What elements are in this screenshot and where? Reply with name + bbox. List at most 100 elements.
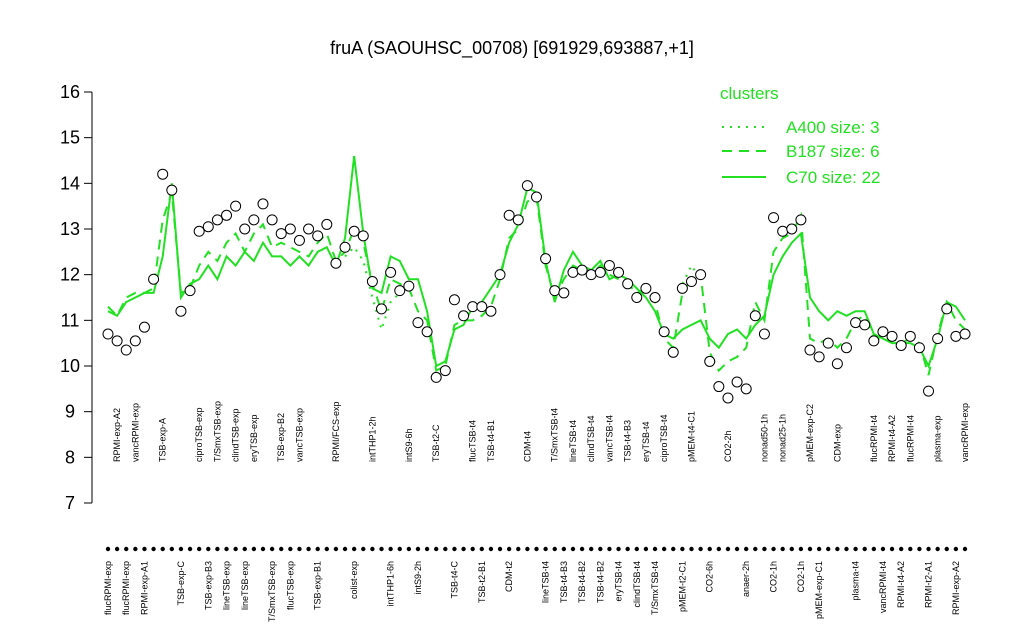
- point: [886, 330, 898, 342]
- point: [321, 218, 333, 230]
- point: [230, 200, 242, 212]
- rug-dot: [187, 546, 193, 552]
- rug-dot: [908, 546, 913, 552]
- x-tick-label: CO2-2h: [723, 430, 733, 462]
- rug-dot: [598, 546, 603, 552]
- rug-dot: [643, 546, 649, 552]
- point: [275, 228, 287, 240]
- point: [303, 223, 315, 235]
- rug-dot: [771, 546, 776, 552]
- y-tick-label: 15: [60, 128, 80, 148]
- point: [448, 294, 460, 306]
- rug-dot: [424, 546, 430, 552]
- rug-dot: [260, 546, 266, 552]
- x-tick-label: TSB-t4-B3: [559, 561, 569, 603]
- rug-dot: [397, 546, 402, 552]
- rug-dot: [488, 546, 494, 552]
- x-tick-label: T/SmxTSB-t4: [550, 408, 560, 462]
- rug-dot: [807, 546, 813, 552]
- rug-dot: [406, 546, 412, 552]
- rug-dot: [342, 546, 348, 552]
- point: [129, 335, 141, 347]
- x-tick-label: RPMI-exp-A2: [112, 408, 122, 462]
- rug-dot: [388, 546, 393, 552]
- cluster-line: [107, 155, 966, 369]
- rug-dot: [443, 546, 448, 552]
- rug-dot: [634, 546, 639, 552]
- x-tick-label: intTHP1-6h: [386, 561, 396, 607]
- rug-dot: [124, 546, 129, 552]
- x-tick-label: intS9-6h: [404, 428, 414, 462]
- rug-dot: [944, 546, 949, 552]
- rug-dot: [279, 546, 284, 552]
- rug-dot: [361, 546, 366, 552]
- point: [923, 385, 935, 397]
- x-tick-label: TSB-t2-C: [431, 424, 441, 462]
- point: [749, 310, 761, 322]
- x-tick-label: nonad25-1h: [778, 414, 788, 462]
- rug-dot: [889, 546, 895, 552]
- x-tick-label: TSB-t4-C: [449, 561, 459, 599]
- point: [640, 282, 652, 294]
- x-tick-label: TSB-exp-B2: [276, 413, 286, 462]
- x-tick-label: TSB-t4-B2: [595, 561, 605, 603]
- x-tick-label: T/SmxTSB-t4: [650, 561, 660, 615]
- point: [603, 260, 615, 272]
- x-tick-label: CDM-t2: [504, 561, 514, 592]
- point: [184, 285, 196, 297]
- rug-dot: [762, 546, 767, 552]
- x-tick-label: TSB-exp-A: [158, 418, 168, 462]
- point: [293, 234, 305, 246]
- point: [950, 330, 962, 342]
- x-tick-label: TSB-exp-B1: [313, 561, 323, 610]
- point: [631, 292, 643, 303]
- y-tick-label: 9: [65, 402, 75, 422]
- x-tick-label: intS9-2h: [413, 561, 423, 595]
- point: [412, 317, 424, 329]
- point: [421, 326, 433, 338]
- x-tick-label: RPMI/FCS-exp: [331, 401, 341, 462]
- x-tick-label: lineTSB-exp: [222, 561, 232, 610]
- point: [731, 376, 743, 388]
- point: [795, 214, 807, 226]
- point: [430, 371, 442, 383]
- x-tick-label: vancRPMI-exp: [960, 403, 970, 462]
- point: [531, 191, 542, 203]
- point: [859, 319, 871, 331]
- rug-dot: [671, 546, 676, 552]
- point: [312, 230, 324, 242]
- point: [913, 342, 925, 354]
- point: [476, 301, 488, 313]
- y-tick-label: 11: [61, 310, 80, 330]
- point: [394, 285, 406, 297]
- x-tick-label: flucRPMI-t4: [869, 415, 879, 462]
- rug-dot: [242, 546, 247, 552]
- rug-dot: [661, 546, 667, 552]
- point: [585, 269, 597, 281]
- x-tick-label: flucRPMI-t4: [905, 415, 915, 462]
- x-tick-label: colist-exp: [349, 561, 359, 599]
- rug-dot: [379, 546, 384, 552]
- point: [813, 351, 825, 363]
- x-tick-label: RPMI-exp-A2: [951, 561, 961, 615]
- x-tick-label: vancTSB-t4: [604, 415, 614, 462]
- point: [768, 212, 780, 224]
- rug-dot: [105, 546, 111, 552]
- rug-dot: [434, 546, 439, 552]
- rug-dot: [780, 546, 785, 552]
- point: [284, 223, 296, 235]
- point: [658, 326, 670, 338]
- rug-dot: [297, 546, 302, 552]
- rug-dot: [470, 546, 475, 552]
- point: [339, 241, 351, 253]
- point: [193, 225, 205, 237]
- rug-dot: [962, 546, 968, 552]
- x-tick-label: lineTSB-t4: [568, 420, 578, 462]
- rug-dot: [844, 546, 849, 552]
- cluster-line: [107, 192, 966, 376]
- rug-dot: [734, 546, 740, 552]
- x-tick-label: eryTSB-exp: [249, 414, 259, 462]
- rug-dot: [607, 546, 612, 552]
- rug-dot: [798, 546, 804, 552]
